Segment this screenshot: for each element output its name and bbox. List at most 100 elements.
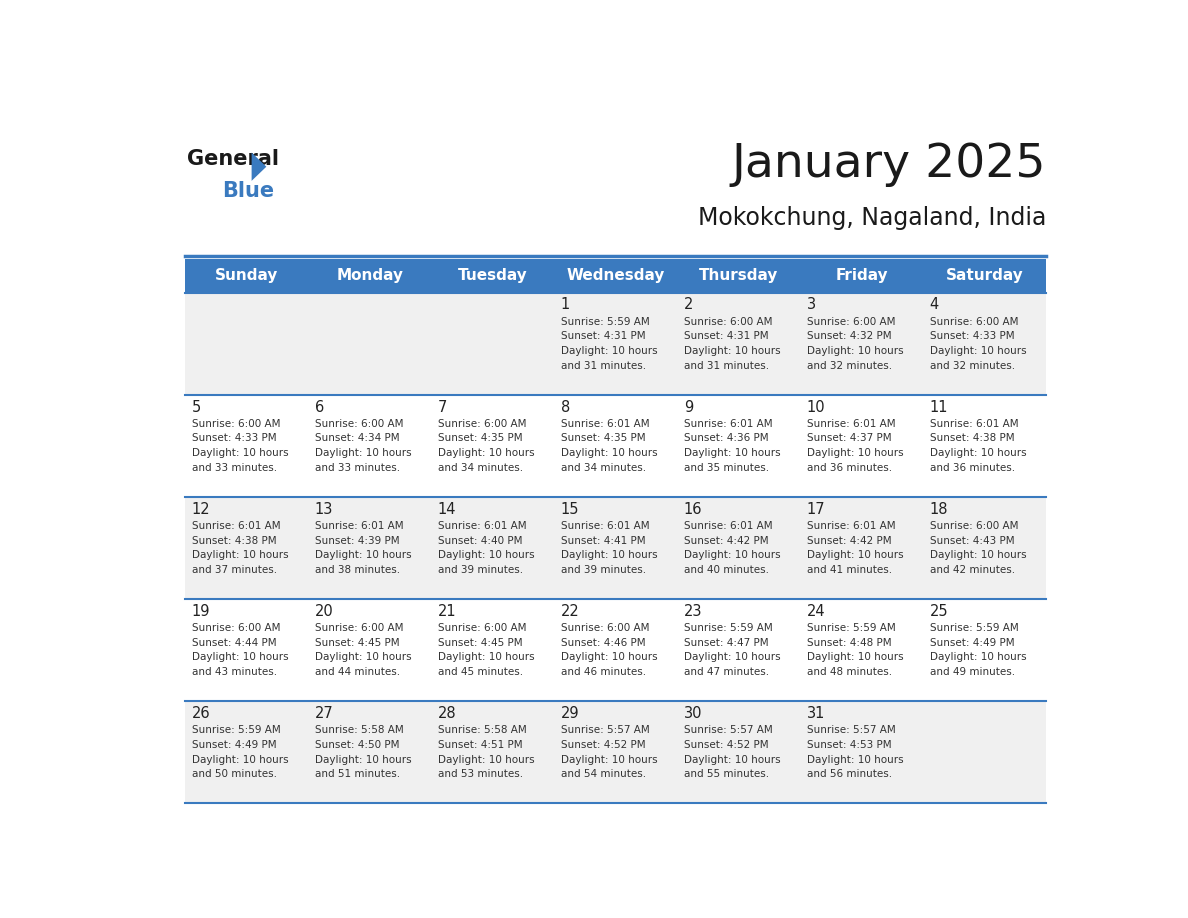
Text: Sunset: 4:42 PM: Sunset: 4:42 PM [807, 535, 891, 545]
Text: Sunset: 4:32 PM: Sunset: 4:32 PM [807, 331, 891, 341]
Text: Daylight: 10 hours: Daylight: 10 hours [315, 755, 411, 765]
FancyBboxPatch shape [801, 259, 923, 293]
FancyBboxPatch shape [555, 599, 677, 700]
Polygon shape [252, 152, 266, 181]
Text: Sunset: 4:33 PM: Sunset: 4:33 PM [191, 433, 277, 443]
Text: Sunset: 4:40 PM: Sunset: 4:40 PM [437, 535, 523, 545]
Text: Sunrise: 5:59 AM: Sunrise: 5:59 AM [561, 317, 650, 327]
Text: Daylight: 10 hours: Daylight: 10 hours [561, 346, 657, 356]
Text: Sunset: 4:36 PM: Sunset: 4:36 PM [683, 433, 769, 443]
Text: Sunrise: 6:00 AM: Sunrise: 6:00 AM [683, 317, 772, 327]
Text: 22: 22 [561, 604, 580, 619]
FancyBboxPatch shape [923, 259, 1047, 293]
FancyBboxPatch shape [677, 259, 801, 293]
FancyBboxPatch shape [185, 293, 309, 395]
Text: Daylight: 10 hours: Daylight: 10 hours [807, 448, 903, 458]
Text: Daylight: 10 hours: Daylight: 10 hours [191, 448, 289, 458]
Text: 4: 4 [930, 297, 939, 312]
FancyBboxPatch shape [801, 497, 923, 599]
FancyBboxPatch shape [555, 259, 677, 293]
Text: and 41 minutes.: and 41 minutes. [807, 565, 892, 576]
FancyBboxPatch shape [309, 497, 431, 599]
Text: Sunset: 4:34 PM: Sunset: 4:34 PM [315, 433, 399, 443]
Text: and 48 minutes.: and 48 minutes. [807, 667, 892, 677]
Text: Sunrise: 6:01 AM: Sunrise: 6:01 AM [683, 521, 772, 531]
Text: and 46 minutes.: and 46 minutes. [561, 667, 646, 677]
FancyBboxPatch shape [677, 497, 801, 599]
Text: Saturday: Saturday [946, 268, 1024, 283]
Text: and 34 minutes.: and 34 minutes. [437, 464, 523, 473]
Text: and 55 minutes.: and 55 minutes. [683, 769, 769, 779]
FancyBboxPatch shape [555, 293, 677, 395]
Text: Daylight: 10 hours: Daylight: 10 hours [437, 448, 535, 458]
Text: and 33 minutes.: and 33 minutes. [191, 464, 277, 473]
Text: Daylight: 10 hours: Daylight: 10 hours [807, 755, 903, 765]
FancyBboxPatch shape [185, 497, 309, 599]
FancyBboxPatch shape [431, 700, 555, 803]
Text: Daylight: 10 hours: Daylight: 10 hours [561, 448, 657, 458]
FancyBboxPatch shape [801, 293, 923, 395]
FancyBboxPatch shape [801, 700, 923, 803]
Text: Sunrise: 5:58 AM: Sunrise: 5:58 AM [437, 725, 526, 734]
FancyBboxPatch shape [555, 700, 677, 803]
Text: Sunrise: 6:01 AM: Sunrise: 6:01 AM [315, 521, 404, 531]
Text: and 37 minutes.: and 37 minutes. [191, 565, 277, 576]
Text: Daylight: 10 hours: Daylight: 10 hours [437, 653, 535, 663]
Text: Sunset: 4:38 PM: Sunset: 4:38 PM [191, 535, 277, 545]
Text: Sunrise: 6:01 AM: Sunrise: 6:01 AM [807, 521, 896, 531]
Text: and 42 minutes.: and 42 minutes. [930, 565, 1015, 576]
Text: Sunset: 4:45 PM: Sunset: 4:45 PM [437, 638, 523, 647]
Text: Sunset: 4:50 PM: Sunset: 4:50 PM [315, 740, 399, 750]
FancyBboxPatch shape [431, 293, 555, 395]
Text: and 33 minutes.: and 33 minutes. [315, 464, 400, 473]
Text: and 53 minutes.: and 53 minutes. [437, 769, 523, 779]
Text: Daylight: 10 hours: Daylight: 10 hours [315, 653, 411, 663]
Text: Sunset: 4:52 PM: Sunset: 4:52 PM [683, 740, 769, 750]
Text: Sunrise: 5:57 AM: Sunrise: 5:57 AM [683, 725, 772, 734]
Text: Sunrise: 6:00 AM: Sunrise: 6:00 AM [561, 622, 649, 633]
Text: Sunset: 4:31 PM: Sunset: 4:31 PM [683, 331, 769, 341]
Text: Sunrise: 6:01 AM: Sunrise: 6:01 AM [437, 521, 526, 531]
Text: Sunset: 4:43 PM: Sunset: 4:43 PM [930, 535, 1015, 545]
Text: 29: 29 [561, 706, 580, 721]
Text: Sunrise: 6:00 AM: Sunrise: 6:00 AM [191, 419, 280, 429]
Text: and 50 minutes.: and 50 minutes. [191, 769, 277, 779]
Text: 31: 31 [807, 706, 824, 721]
Text: 2: 2 [683, 297, 693, 312]
Text: Sunset: 4:53 PM: Sunset: 4:53 PM [807, 740, 891, 750]
FancyBboxPatch shape [555, 395, 677, 497]
Text: and 34 minutes.: and 34 minutes. [561, 464, 646, 473]
Text: and 32 minutes.: and 32 minutes. [807, 361, 892, 371]
Text: 5: 5 [191, 399, 201, 415]
Text: Sunrise: 5:57 AM: Sunrise: 5:57 AM [561, 725, 650, 734]
Text: Wednesday: Wednesday [567, 268, 665, 283]
Text: 30: 30 [683, 706, 702, 721]
Text: Daylight: 10 hours: Daylight: 10 hours [437, 551, 535, 560]
Text: Sunrise: 6:00 AM: Sunrise: 6:00 AM [315, 622, 403, 633]
Text: 14: 14 [437, 501, 456, 517]
Text: Sunrise: 6:00 AM: Sunrise: 6:00 AM [191, 622, 280, 633]
Text: Sunrise: 5:59 AM: Sunrise: 5:59 AM [807, 622, 896, 633]
Text: Daylight: 10 hours: Daylight: 10 hours [807, 551, 903, 560]
FancyBboxPatch shape [309, 395, 431, 497]
Text: Sunrise: 6:01 AM: Sunrise: 6:01 AM [930, 419, 1018, 429]
Text: Sunset: 4:33 PM: Sunset: 4:33 PM [930, 331, 1015, 341]
Text: and 32 minutes.: and 32 minutes. [930, 361, 1015, 371]
Text: Daylight: 10 hours: Daylight: 10 hours [930, 346, 1026, 356]
Text: Daylight: 10 hours: Daylight: 10 hours [683, 653, 781, 663]
Text: 26: 26 [191, 706, 210, 721]
FancyBboxPatch shape [923, 395, 1047, 497]
FancyBboxPatch shape [309, 700, 431, 803]
Text: Daylight: 10 hours: Daylight: 10 hours [315, 448, 411, 458]
Text: Sunset: 4:44 PM: Sunset: 4:44 PM [191, 638, 277, 647]
Text: Daylight: 10 hours: Daylight: 10 hours [930, 551, 1026, 560]
Text: 1: 1 [561, 297, 570, 312]
Text: 21: 21 [437, 604, 456, 619]
FancyBboxPatch shape [801, 395, 923, 497]
Text: Sunset: 4:46 PM: Sunset: 4:46 PM [561, 638, 645, 647]
FancyBboxPatch shape [555, 497, 677, 599]
Text: 8: 8 [561, 399, 570, 415]
Text: and 35 minutes.: and 35 minutes. [683, 464, 769, 473]
Text: and 31 minutes.: and 31 minutes. [561, 361, 646, 371]
Text: and 43 minutes.: and 43 minutes. [191, 667, 277, 677]
